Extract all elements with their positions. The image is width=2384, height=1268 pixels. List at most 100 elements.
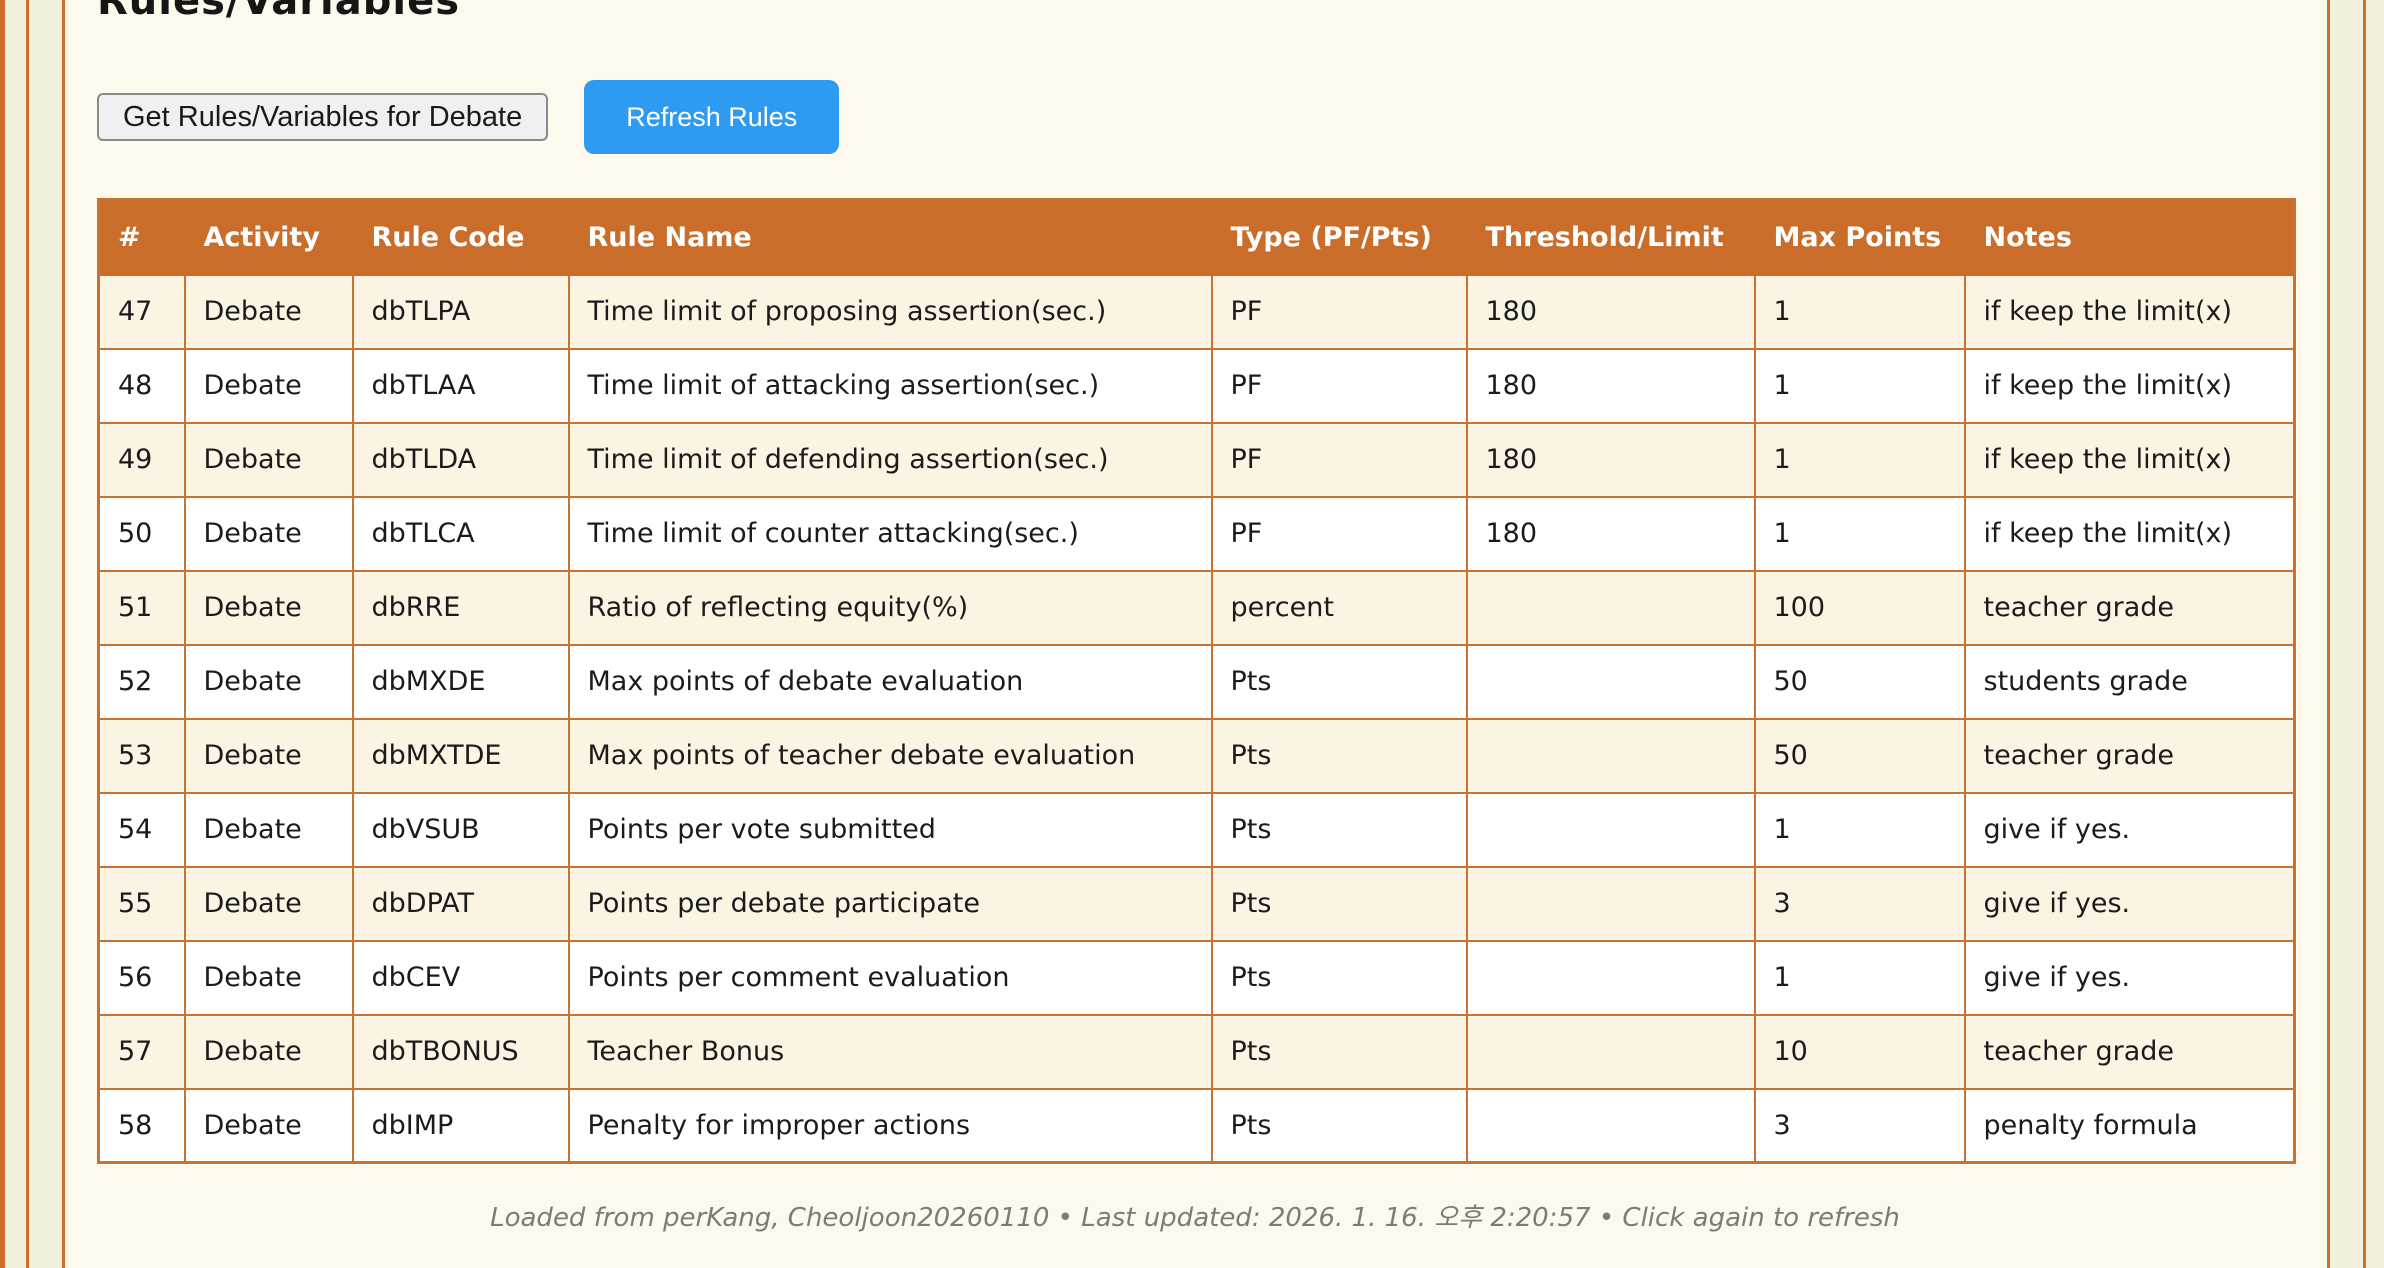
cell-rule-name: Max points of teacher debate evaluation <box>567 717 1213 794</box>
header-cell-activity: Activity <box>183 198 354 276</box>
cell-rule-name: Time limit of attacking assertion(sec.) <box>567 347 1213 424</box>
cell-rule-code: dbTLDA <box>351 421 570 498</box>
cell-max-points: 100 <box>1753 569 1966 646</box>
table-row: 49 Debate dbTLDA Time limit of defending… <box>97 421 2296 498</box>
rules-table: # Activity Rule Code Rule Name Type (PF/… <box>97 198 2296 1164</box>
cell-number: 55 <box>97 865 186 942</box>
cell-activity: Debate <box>183 865 354 942</box>
cell-rule-code: dbTLPA <box>351 273 570 350</box>
table-body: 47 Debate dbTLPA Time limit of proposing… <box>97 273 2296 1164</box>
left-guide-line-1 <box>26 0 29 1268</box>
cell-type: Pts <box>1210 865 1468 942</box>
cell-activity: Debate <box>183 347 354 424</box>
cell-rule-code: dbTBONUS <box>351 1013 570 1090</box>
cell-threshold <box>1465 791 1756 868</box>
cell-activity: Debate <box>183 569 354 646</box>
cell-type: percent <box>1210 569 1468 646</box>
get-rules-button[interactable]: Get Rules/Variables for Debate <box>97 93 549 141</box>
page-left-margin-2 <box>29 0 62 1268</box>
table-row: 51 Debate dbRRE Ratio of reflecting equi… <box>97 569 2296 646</box>
cell-number: 52 <box>97 643 186 720</box>
left-guide-line-2 <box>62 0 65 1268</box>
cell-threshold: 180 <box>1465 421 1756 498</box>
cell-number: 50 <box>97 495 186 572</box>
cell-threshold <box>1465 717 1756 794</box>
cell-max-points: 1 <box>1753 495 1966 572</box>
table-row: 47 Debate dbTLPA Time limit of proposing… <box>97 273 2296 350</box>
refresh-rules-button[interactable]: Refresh Rules <box>584 80 840 154</box>
cell-notes: teacher grade <box>1963 569 2296 646</box>
cell-max-points: 3 <box>1753 1087 1966 1164</box>
cell-type: PF <box>1210 421 1468 498</box>
cell-notes: penalty formula <box>1963 1087 2296 1164</box>
cell-rule-name: Points per vote submitted <box>567 791 1213 868</box>
cell-activity: Debate <box>183 1087 354 1164</box>
table-row: 48 Debate dbTLAA Time limit of attacking… <box>97 347 2296 424</box>
cell-number: 56 <box>97 939 186 1016</box>
cell-number: 49 <box>97 421 186 498</box>
cell-number: 47 <box>97 273 186 350</box>
page-left-border <box>0 0 5 1268</box>
cell-activity: Debate <box>183 495 354 572</box>
cell-max-points: 1 <box>1753 791 1966 868</box>
cell-number: 53 <box>97 717 186 794</box>
cell-activity: Debate <box>183 643 354 720</box>
cell-rule-name: Points per comment evaluation <box>567 939 1213 1016</box>
table-row: 55 Debate dbDPAT Points per debate parti… <box>97 865 2296 942</box>
cell-type: PF <box>1210 495 1468 572</box>
right-guide-line-1 <box>2327 0 2330 1268</box>
cell-rule-name: Time limit of defending assertion(sec.) <box>567 421 1213 498</box>
cell-rule-code: dbMXDE <box>351 643 570 720</box>
cell-type: Pts <box>1210 643 1468 720</box>
cell-max-points: 10 <box>1753 1013 1966 1090</box>
cell-rule-name: Points per debate participate <box>567 865 1213 942</box>
cell-number: 57 <box>97 1013 186 1090</box>
cell-type: PF <box>1210 273 1468 350</box>
cell-threshold <box>1465 643 1756 720</box>
cell-rule-code: dbTLCA <box>351 495 570 572</box>
cell-threshold: 180 <box>1465 495 1756 572</box>
cell-max-points: 1 <box>1753 421 1966 498</box>
cell-max-points: 50 <box>1753 643 1966 720</box>
cell-rule-code: dbRRE <box>351 569 570 646</box>
cell-number: 48 <box>97 347 186 424</box>
cell-threshold: 180 <box>1465 273 1756 350</box>
cell-activity: Debate <box>183 1013 354 1090</box>
header-cell-notes: Notes <box>1963 198 2296 276</box>
cell-threshold <box>1465 569 1756 646</box>
header-cell-rule-code: Rule Code <box>351 198 570 276</box>
cell-notes: give if yes. <box>1963 791 2296 868</box>
cell-rule-code: dbVSUB <box>351 791 570 868</box>
cell-rule-code: dbDPAT <box>351 865 570 942</box>
cell-type: Pts <box>1210 939 1468 1016</box>
cell-rule-code: dbIMP <box>351 1087 570 1164</box>
cell-threshold <box>1465 865 1756 942</box>
table-row: 57 Debate dbTBONUS Teacher Bonus Pts 10 … <box>97 1013 2296 1090</box>
cell-number: 58 <box>97 1087 186 1164</box>
cell-notes: if keep the limit(x) <box>1963 495 2296 572</box>
cell-threshold: 180 <box>1465 347 1756 424</box>
cell-type: Pts <box>1210 717 1468 794</box>
cell-notes: give if yes. <box>1963 939 2296 1016</box>
cell-notes: if keep the limit(x) <box>1963 347 2296 424</box>
header-cell-threshold: Threshold/Limit <box>1465 198 1756 276</box>
cell-max-points: 3 <box>1753 865 1966 942</box>
cell-max-points: 1 <box>1753 939 1966 1016</box>
cell-activity: Debate <box>183 717 354 794</box>
table-row: 58 Debate dbIMP Penalty for improper act… <box>97 1087 2296 1164</box>
table-status-text: Loaded from perKang, Cheoljoon20260110 •… <box>490 1203 1900 1233</box>
cell-notes: if keep the limit(x) <box>1963 273 2296 350</box>
cell-max-points: 50 <box>1753 717 1966 794</box>
cell-type: Pts <box>1210 1013 1468 1090</box>
cell-max-points: 1 <box>1753 273 1966 350</box>
main-content: Rules/Variables Get Rules/Variables for … <box>65 0 2327 1268</box>
header-cell-number: # <box>97 198 186 276</box>
page-right-margin <box>2330 0 2363 1268</box>
cell-number: 54 <box>97 791 186 868</box>
cell-threshold <box>1465 939 1756 1016</box>
cell-activity: Debate <box>183 273 354 350</box>
table-row: 54 Debate dbVSUB Points per vote submitt… <box>97 791 2296 868</box>
page-right-edge <box>2366 0 2384 1268</box>
cell-rule-name: Time limit of counter attacking(sec.) <box>567 495 1213 572</box>
cell-max-points: 1 <box>1753 347 1966 424</box>
